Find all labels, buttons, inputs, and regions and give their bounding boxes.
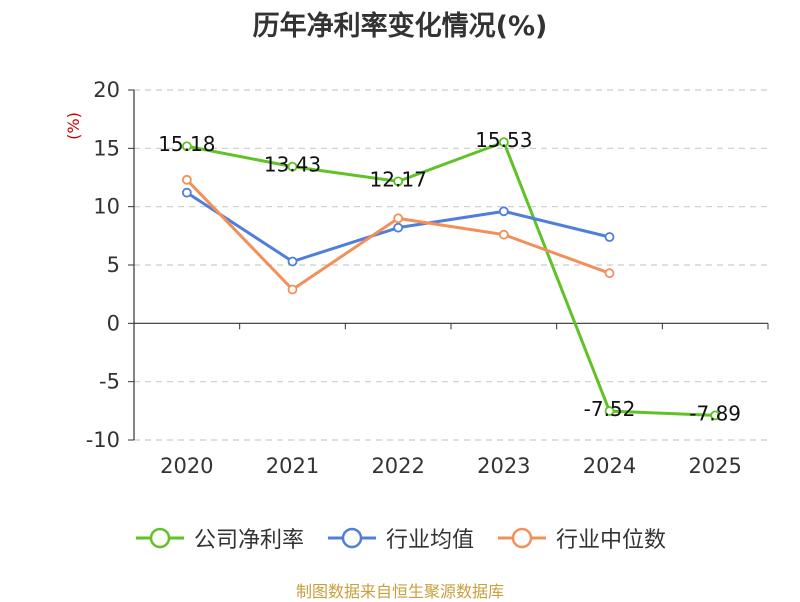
series-lines — [181, 137, 721, 421]
data-point-2-1 — [287, 284, 298, 295]
legend-label-0: 公司净利率 — [193, 528, 304, 553]
y-tick-label-0: 20 — [93, 78, 120, 102]
legend: 公司净利率 行业均值 行业中位数 — [0, 518, 800, 558]
y-axis-label: (%) — [64, 112, 83, 140]
data-point-2-3 — [498, 229, 509, 240]
data-point-0-2 — [393, 176, 404, 187]
legend-swatch-1 — [327, 527, 376, 549]
data-point-1-2 — [393, 222, 404, 233]
data-point-2-2 — [393, 213, 404, 224]
data-label-0-3: 15.53 — [475, 128, 532, 152]
x-tick-label-2022: 2022 — [371, 454, 424, 478]
axes: 20 15 10 5 0 -5 -10 2020 2021 2022 2023 2024 2025 (%) — [64, 78, 769, 478]
y-tick-label-6: -10 — [86, 428, 120, 452]
x-tick-label-2025: 2025 — [688, 454, 741, 478]
data-point-0-5 — [710, 410, 721, 421]
legend-item-0[interactable]: 公司净利率 — [134, 522, 304, 554]
legend-label-2: 行业中位数 — [556, 528, 667, 553]
y-tick-label-1: 15 — [93, 136, 120, 160]
y-tick-label-4: 0 — [107, 311, 120, 335]
legend-swatch-2 — [498, 527, 546, 549]
data-point-2-4 — [604, 268, 615, 279]
chart-title: 历年净利率变化情况(%) — [252, 11, 548, 42]
data-point-0-1 — [287, 161, 298, 172]
legend-swatch-0 — [135, 527, 184, 549]
data-point-0-3 — [498, 137, 509, 148]
data-point-1-0 — [181, 187, 192, 198]
legend-item-1[interactable]: 行业均值 — [326, 522, 474, 554]
data-point-1-4 — [604, 232, 615, 242]
legend-item-2[interactable]: 行业中位数 — [496, 522, 666, 554]
data-point-1-3 — [498, 206, 509, 217]
y-tick-label-2: 10 — [93, 195, 120, 219]
x-tick-label-2024: 2024 — [583, 454, 636, 478]
data-point-0-4 — [604, 406, 615, 416]
data-point-2-0 — [181, 174, 192, 185]
data-point-1-1 — [287, 256, 298, 267]
data-label-0-1: 13.43 — [264, 153, 321, 177]
y-tick-label-3: 5 — [107, 253, 120, 277]
x-tick-label-2023: 2023 — [477, 454, 530, 478]
legend-label-1: 行业均值 — [385, 528, 474, 553]
data-label-0-4: -7.52 — [584, 397, 636, 421]
data-label-0-0: 15.18 — [158, 132, 215, 156]
series-line-0 — [186, 140, 716, 417]
data-labels: 15.18 13.43 12.17 15.53 -7.52 -7.89 — [158, 128, 741, 425]
x-tick-label-2020: 2020 — [160, 454, 213, 478]
y-tick-label-5: -5 — [99, 370, 120, 394]
data-label-0-5: -7.89 — [689, 401, 741, 425]
source-note: 制图数据来自恒生聚源数据库 — [295, 582, 504, 601]
x-tick-label-2021: 2021 — [266, 454, 319, 478]
grid-lines — [134, 89, 768, 441]
data-point-0-0 — [181, 141, 192, 152]
data-label-0-2: 12.17 — [370, 167, 427, 191]
